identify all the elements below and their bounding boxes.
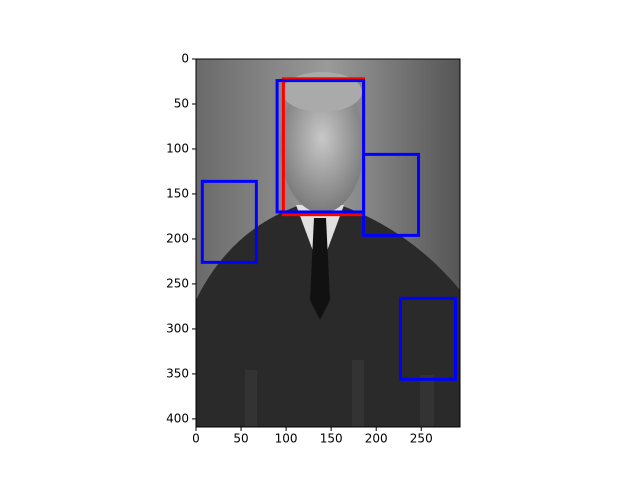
y-tick-label: 200	[166, 231, 189, 245]
x-tick-label: 50	[233, 432, 248, 446]
x-tick-label: 150	[320, 432, 343, 446]
bounding-box	[275, 79, 366, 214]
x-tick-label: 200	[365, 432, 388, 446]
y-tick-label: 350	[166, 366, 189, 380]
x-tick-label: 0	[192, 432, 200, 446]
y-tick-label: 250	[166, 276, 189, 290]
y-tick-label: 300	[166, 321, 189, 335]
x-tick-label: 100	[275, 432, 298, 446]
y-tick-label: 0	[181, 52, 189, 66]
y-tick-label: 400	[166, 411, 189, 425]
y-tick-label: 50	[174, 96, 189, 110]
x-tick-label: 250	[410, 432, 433, 446]
photo	[196, 59, 460, 427]
bounding-box	[362, 152, 421, 237]
axes-frame	[195, 58, 461, 428]
y-tick-label: 100	[166, 141, 189, 155]
bounding-box	[200, 179, 258, 264]
y-tick-label: 150	[166, 186, 189, 200]
bounding-box	[399, 296, 457, 381]
